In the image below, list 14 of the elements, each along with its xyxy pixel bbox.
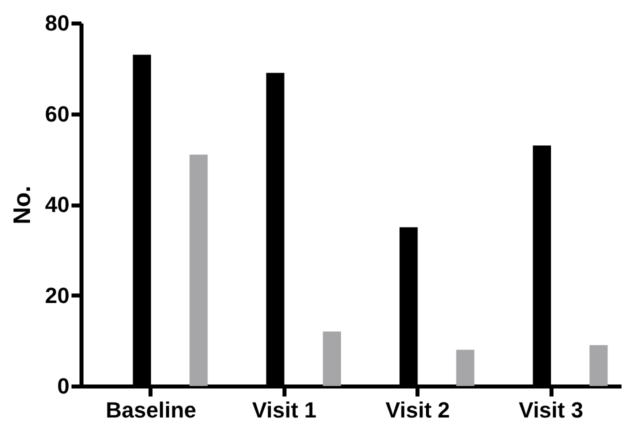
x-tick-label: Baseline [106,398,196,422]
y-tick-label: 40 [45,192,70,217]
bar [590,345,608,386]
x-tick-label: Visit 3 [518,398,584,422]
y-tick-label: 0 [57,374,70,398]
x-tick-label: Visit 1 [252,398,317,422]
bar [456,350,474,386]
y-tick-label: 80 [45,10,70,36]
bar [322,332,341,386]
y-axis-title: No. [9,186,36,224]
y-tick-label: 20 [45,282,70,308]
bar [190,154,208,386]
y-tick-label: 60 [45,101,70,126]
x-tick-label: Visit 2 [385,398,450,422]
